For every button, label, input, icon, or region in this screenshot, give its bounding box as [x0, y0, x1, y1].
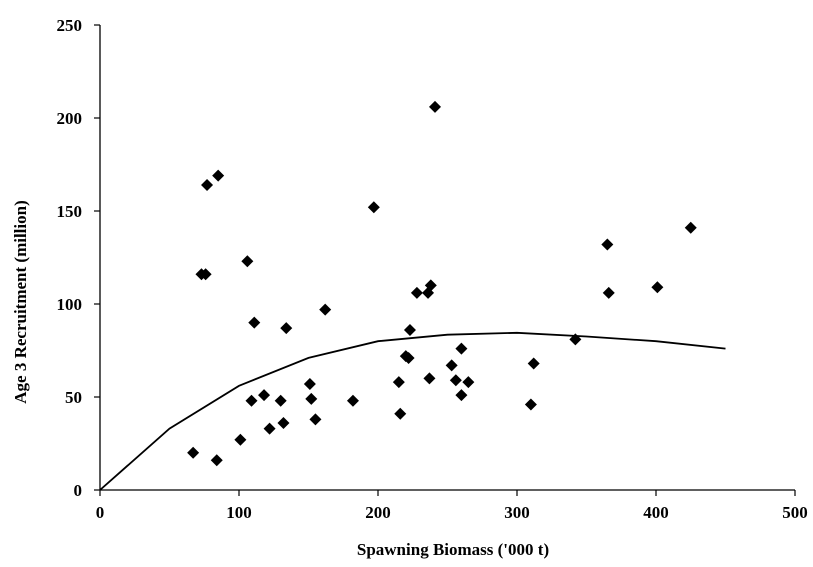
y-tick-label: 50 — [65, 388, 82, 407]
data-point — [319, 303, 332, 316]
y-tick-label: 200 — [57, 109, 83, 128]
plot-area: 0 100 200 300 400 500 0 50 100 150 200 250 — [57, 16, 808, 522]
x-tick-label: 300 — [504, 503, 530, 522]
x-tick-label: 100 — [226, 503, 252, 522]
data-point — [455, 342, 468, 355]
data-point — [449, 374, 462, 387]
y-tick-label: 0 — [74, 481, 83, 500]
data-point — [402, 351, 415, 364]
data-point — [367, 201, 380, 214]
data-point — [392, 376, 405, 389]
x-tick-label: 500 — [782, 503, 808, 522]
data-point — [346, 394, 359, 407]
data-point — [403, 324, 416, 337]
y-tick-label: 150 — [57, 202, 83, 221]
x-tick-label: 0 — [96, 503, 105, 522]
data-point — [684, 221, 697, 234]
data-point — [424, 279, 437, 292]
x-tick-label: 200 — [365, 503, 391, 522]
data-point — [428, 100, 441, 113]
data-point — [277, 417, 290, 430]
data-point — [410, 286, 423, 299]
data-point — [423, 372, 436, 385]
data-point — [234, 433, 247, 446]
data-point — [524, 398, 537, 411]
data-point — [394, 407, 407, 420]
data-point — [527, 357, 540, 370]
data-point — [303, 377, 316, 390]
data-point — [569, 333, 582, 346]
data-point — [212, 169, 225, 182]
data-point — [462, 376, 475, 389]
y-axis-title: Age 3 Recruitment (million) — [11, 200, 30, 403]
data-point — [455, 389, 468, 402]
data-point — [201, 178, 214, 191]
y-tick-label: 250 — [57, 16, 83, 35]
data-point — [602, 286, 615, 299]
data-point — [651, 281, 664, 294]
data-point — [309, 413, 322, 426]
data-point — [263, 422, 276, 435]
fitted-curve — [99, 331, 726, 491]
data-point — [248, 316, 261, 329]
data-point — [258, 389, 271, 402]
y-tick-label: 100 — [57, 295, 83, 314]
data-point — [305, 392, 318, 405]
data-point — [187, 446, 200, 459]
x-axis-title: Spawning Biomass ('000 t) — [357, 540, 549, 559]
data-point — [210, 454, 223, 467]
data-point — [601, 238, 614, 251]
data-point — [274, 394, 287, 407]
data-point — [199, 268, 212, 281]
data-point — [280, 322, 293, 335]
data-point — [241, 255, 254, 268]
data-point — [445, 359, 458, 372]
x-tick-label: 400 — [643, 503, 669, 522]
data-point — [245, 394, 258, 407]
